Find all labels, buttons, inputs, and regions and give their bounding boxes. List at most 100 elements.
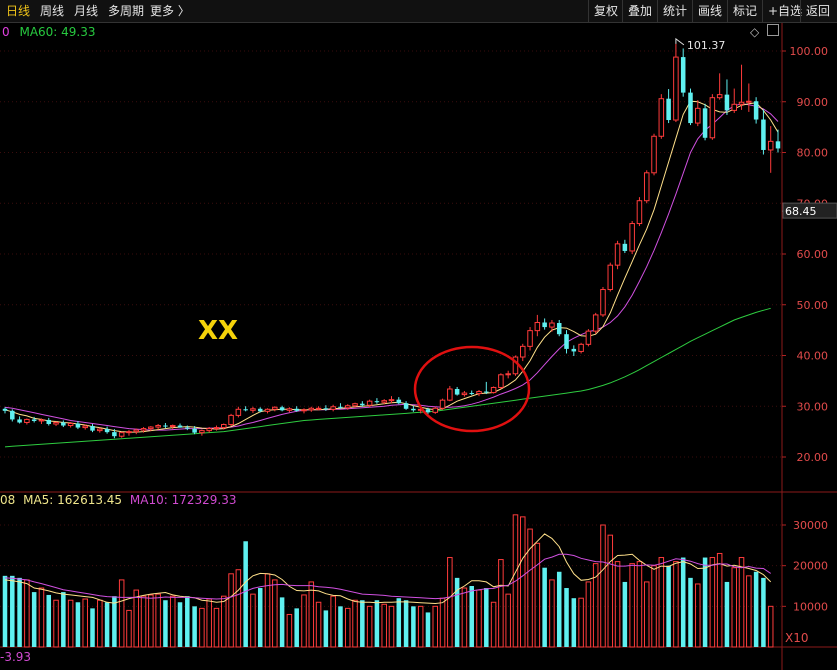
volume-bar-11 [82,598,88,648]
period-tab-4[interactable]: 更多 〉 [150,4,190,18]
high-label: 101.37 [687,39,726,52]
volume-ma10-line [4,553,771,600]
volume-bar-43 [315,601,322,648]
candle-body-74 [542,322,547,328]
candle-body-38 [279,407,285,411]
candle-body-9 [67,423,74,427]
candle-body-28 [206,428,212,432]
volume-bar-33 [243,541,248,647]
volume-bar-104 [761,577,766,647]
volume-bar-103 [753,571,759,647]
candle-body-69 [505,373,511,376]
volume-bar-73 [534,542,541,648]
toolbar-button-0[interactable]: 复权 [588,0,623,22]
ma-legend-item-0: 0 [2,25,10,39]
volume-legend-item-1: MA5: 162613.45 [23,493,123,507]
ma10-line [4,103,779,431]
candle-body-19 [140,428,147,431]
volume-bar-39 [286,613,293,648]
candle-body-6 [46,419,52,425]
volume-legend-item-2: MA10: 172329.33 [129,493,237,507]
volume-bar-100 [731,567,738,648]
volume-bar-84 [614,561,621,648]
volume-bar-41 [301,594,307,648]
volume-bar-47 [344,607,351,648]
current-price-label: 68.45 [785,205,817,218]
volume-bar-75 [549,579,555,648]
volume-tick-label-0: 10000 [793,600,828,613]
volume-bar-53 [388,605,395,648]
volume-bar-57 [417,605,424,648]
volume-bar-67 [490,601,497,648]
candle-body-62 [454,388,460,395]
volume-bar-23 [169,595,176,648]
candle-body-89 [651,135,657,174]
annotation-text: XX [198,316,239,346]
candle-body-33 [243,409,248,411]
toolbar-button-2[interactable]: 统计 [657,0,692,22]
candle-body-65 [476,391,482,395]
candle-body-91 [666,98,671,121]
volume-bar-63 [461,587,468,648]
candle-body-4 [31,419,37,421]
toolbar-button-4[interactable]: 标记 [727,0,762,22]
volume-bar-9 [67,599,74,648]
candle-body-30 [221,424,227,429]
volume-bar-20 [148,594,154,648]
period-tab-2[interactable]: 月线 [74,4,99,18]
volume-bar-102 [746,575,752,648]
candle-body-63 [461,392,468,396]
volume-bar-66 [484,588,489,647]
candle-body-35 [257,408,263,412]
volume-bar-1 [10,575,15,647]
candle-body-34 [250,408,256,411]
volume-bar-83 [607,534,614,648]
toolbar-button-1[interactable]: 叠加 [622,0,657,22]
volume-bar-42 [308,581,315,648]
diamond-icon[interactable]: ◇ [750,25,760,39]
candle-body-40 [294,408,299,411]
volume-bar-98 [716,552,723,648]
toolbar-button-5[interactable]: +自选 [762,0,807,22]
period-tab-0[interactable]: 日线 [6,4,31,18]
candle-body-97 [709,97,716,139]
candle-body-80 [585,330,592,345]
toolbar-button-3[interactable]: 画线 [692,0,727,22]
candle-body-102 [746,100,752,103]
candle-body-52 [381,400,387,403]
candle-body-13 [97,428,103,432]
period-tab-1[interactable]: 周线 [40,4,65,18]
panel-toggle-icon[interactable] [767,24,779,36]
candle-body-37 [272,406,278,410]
price-tick-label-1: 30.00 [797,400,829,413]
volume-bar-6 [46,594,52,647]
volume-bar-5 [38,587,45,648]
volume-bar-93 [680,557,686,647]
toolbar-button-6[interactable]: 返回 [800,0,835,22]
volume-bar-48 [352,599,358,648]
candle-body-82 [600,289,606,316]
candle-body-71 [520,345,526,358]
candle-body-85 [622,243,628,251]
candle-body-31 [228,414,234,426]
volume-bar-29 [213,607,220,648]
volume-bar-88 [643,581,650,648]
candle-body-12 [90,426,95,431]
candle-body-55 [403,403,409,409]
candle-body-17 [126,431,132,434]
candle-body-96 [702,108,708,138]
candle-body-43 [315,407,322,410]
volume-bar-28 [206,598,212,648]
candle-body-88 [643,172,650,202]
period-tab-3[interactable]: 多周期 [108,4,145,18]
candle-body-103 [753,101,759,120]
volume-bar-38 [279,597,285,647]
candle-body-81 [592,314,599,332]
volume-bar-94 [688,577,693,647]
volume-bar-8 [61,592,66,647]
volume-bar-81 [592,563,599,648]
volume-bar-37 [272,579,278,648]
candle-body-49 [360,403,365,406]
volume-bar-40 [294,608,299,647]
candle-body-58 [425,409,431,413]
